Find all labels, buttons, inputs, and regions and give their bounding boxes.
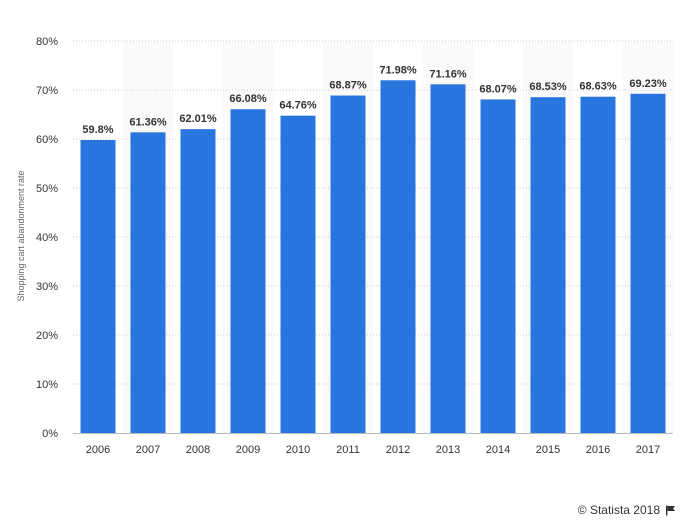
bar-2013[interactable] [430, 84, 466, 433]
y-tick-label: 0% [42, 428, 58, 440]
x-tick-label: 2012 [386, 444, 410, 456]
x-tick-label: 2014 [486, 444, 510, 456]
y-tick-label: 70% [36, 85, 58, 97]
data-label-2009: 66.08% [229, 93, 267, 105]
bar-2010[interactable] [280, 115, 316, 434]
data-labels: 59.8% 61.36% 62.01% 66.08% 64.76% 68.87% 71.98… [82, 64, 666, 136]
data-label-2010: 64.76% [279, 100, 317, 112]
flag-icon[interactable] [665, 505, 676, 516]
data-label-2007: 61.36% [129, 116, 167, 128]
bar-2011[interactable] [330, 95, 366, 434]
y-tick-label: 20% [36, 330, 58, 342]
x-tick-label: 2017 [636, 444, 660, 456]
x-tick-label: 2011 [336, 444, 360, 456]
y-tick-label: 60% [36, 134, 58, 146]
gridlines [73, 40, 673, 434]
bars [80, 80, 666, 434]
bar-2014[interactable] [480, 99, 516, 433]
x-tick-label: 2013 [436, 444, 460, 456]
y-axis-ticks: 0% 10% 20% 30% 40% 50% 60% 70% 80% [36, 36, 58, 440]
y-tick-label: 10% [36, 379, 58, 391]
y-tick-label: 40% [36, 232, 58, 244]
x-tick-label: 2008 [186, 444, 210, 456]
data-label-2015: 68.53% [529, 81, 567, 93]
x-tick-label: 2010 [286, 444, 310, 456]
bar-2007[interactable] [130, 132, 166, 433]
x-tick-label: 2016 [586, 444, 610, 456]
x-tick-label: 2009 [236, 444, 260, 456]
x-tick-label: 2015 [536, 444, 560, 456]
data-label-2014: 68.07% [479, 83, 517, 95]
credit: © Statista 2018 [578, 503, 676, 517]
bar-2009[interactable] [230, 109, 266, 433]
bar-2012[interactable] [380, 80, 416, 433]
y-tick-label: 80% [36, 36, 58, 48]
bar-2008[interactable] [180, 129, 216, 433]
x-tick-label: 2007 [136, 444, 160, 456]
bar-2017[interactable] [630, 93, 666, 433]
data-label-2011: 68.87% [329, 80, 367, 92]
data-label-2016: 68.63% [579, 81, 617, 93]
data-label-2013: 71.16% [429, 68, 467, 80]
y-axis-title: Shopping cart abandonment rate [16, 170, 26, 301]
x-axis-ticks: 2006 2007 2008 2009 2010 2011 2012 2013 2014 2015… [86, 444, 660, 456]
data-label-2006: 59.8% [82, 124, 113, 136]
bar-2006[interactable] [80, 139, 116, 434]
y-tick-label: 50% [36, 183, 58, 195]
data-label-2008: 62.01% [179, 113, 217, 125]
data-label-2012: 71.98% [379, 64, 417, 76]
bar-2016[interactable] [580, 96, 616, 433]
y-tick-label: 30% [36, 281, 58, 293]
x-tick-label: 2006 [86, 444, 110, 456]
credit-text: © Statista 2018 [577, 503, 660, 517]
data-label-2017: 69.23% [629, 78, 667, 90]
bar-2015[interactable] [530, 97, 566, 433]
